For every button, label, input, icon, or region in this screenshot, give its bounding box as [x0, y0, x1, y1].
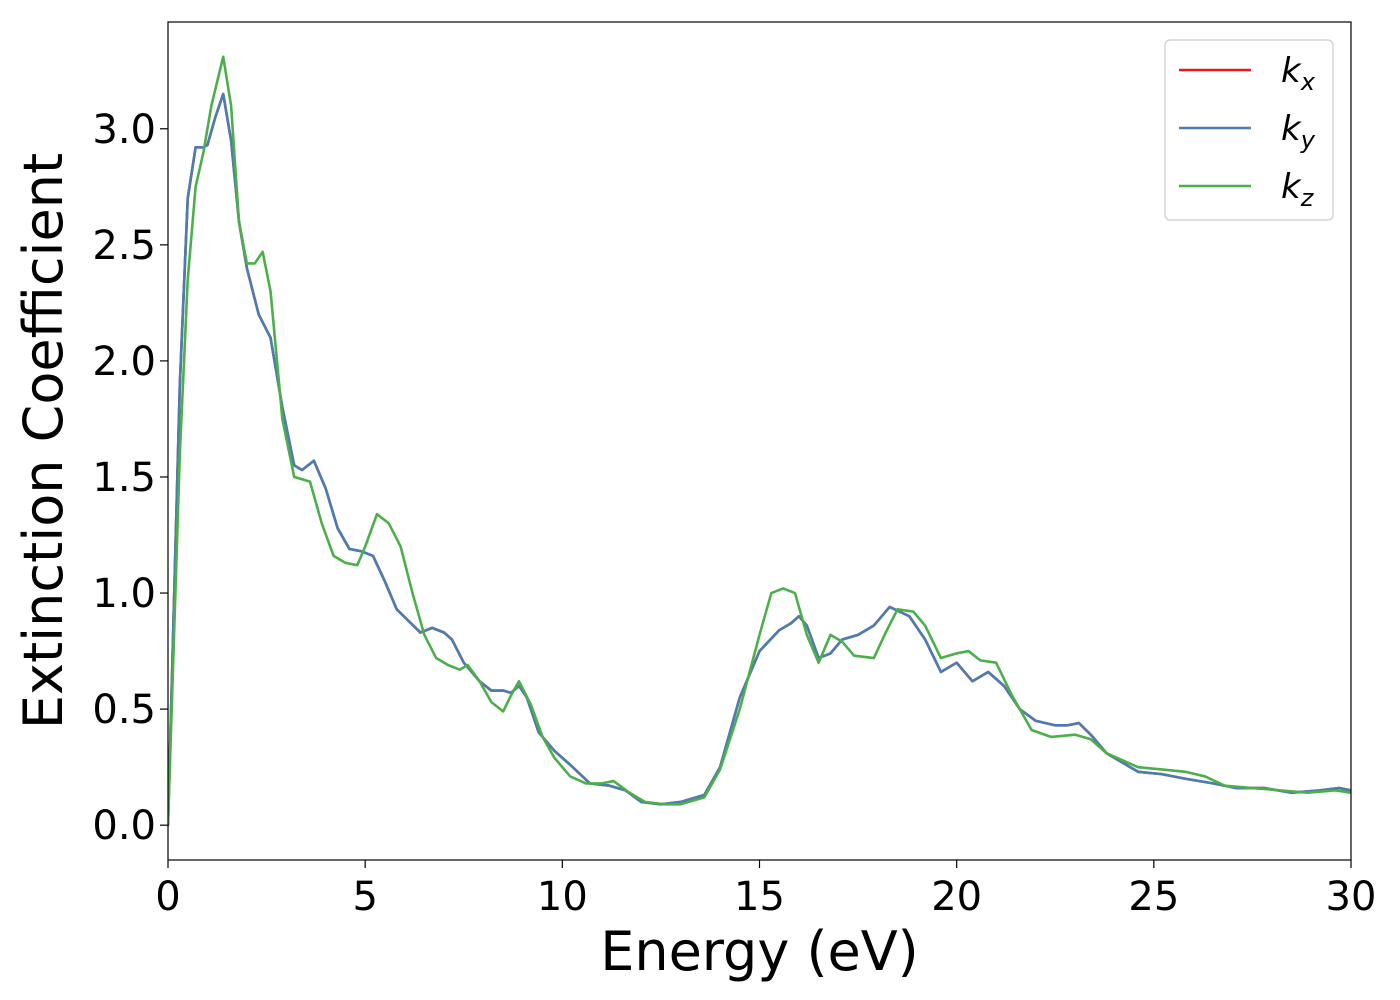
y-tick-label: 2.0 [92, 339, 156, 385]
series-layer [168, 55, 1351, 827]
x-tick-label: 5 [352, 874, 377, 920]
x-axis-title: Energy (eV) [600, 920, 919, 983]
y-tick-label: 3.0 [92, 107, 156, 153]
x-tick-label: 30 [1326, 874, 1377, 920]
x-tick-label: 10 [537, 874, 588, 920]
legend-box [1164, 39, 1334, 221]
y-tick-label: 1.5 [92, 455, 156, 501]
y-tick-label: 0.5 [92, 687, 156, 733]
series-line-kz [168, 55, 1351, 827]
x-tick-label: 25 [1128, 874, 1179, 920]
legend-label-kx: kx [1281, 51, 1316, 96]
legend-label-kz: kz [1281, 167, 1315, 212]
y-tick-label: 0.0 [92, 803, 156, 849]
y-tick-label: 1.0 [92, 571, 156, 617]
x-tick-label: 0 [155, 874, 180, 920]
ticks-layer: 0 5 10 15 20 25 30 0.0 0.5 1.0 1.5 2.0 2.5 3.0 [92, 107, 1376, 920]
y-axis-title: Extinction Coefficient [12, 153, 75, 729]
legend-label-ky: ky [1281, 109, 1316, 154]
x-tick-label: 15 [734, 874, 785, 920]
y-tick-label: 2.5 [92, 223, 156, 269]
x-tick-label: 20 [931, 874, 982, 920]
legend: kx ky kz [1164, 39, 1334, 221]
